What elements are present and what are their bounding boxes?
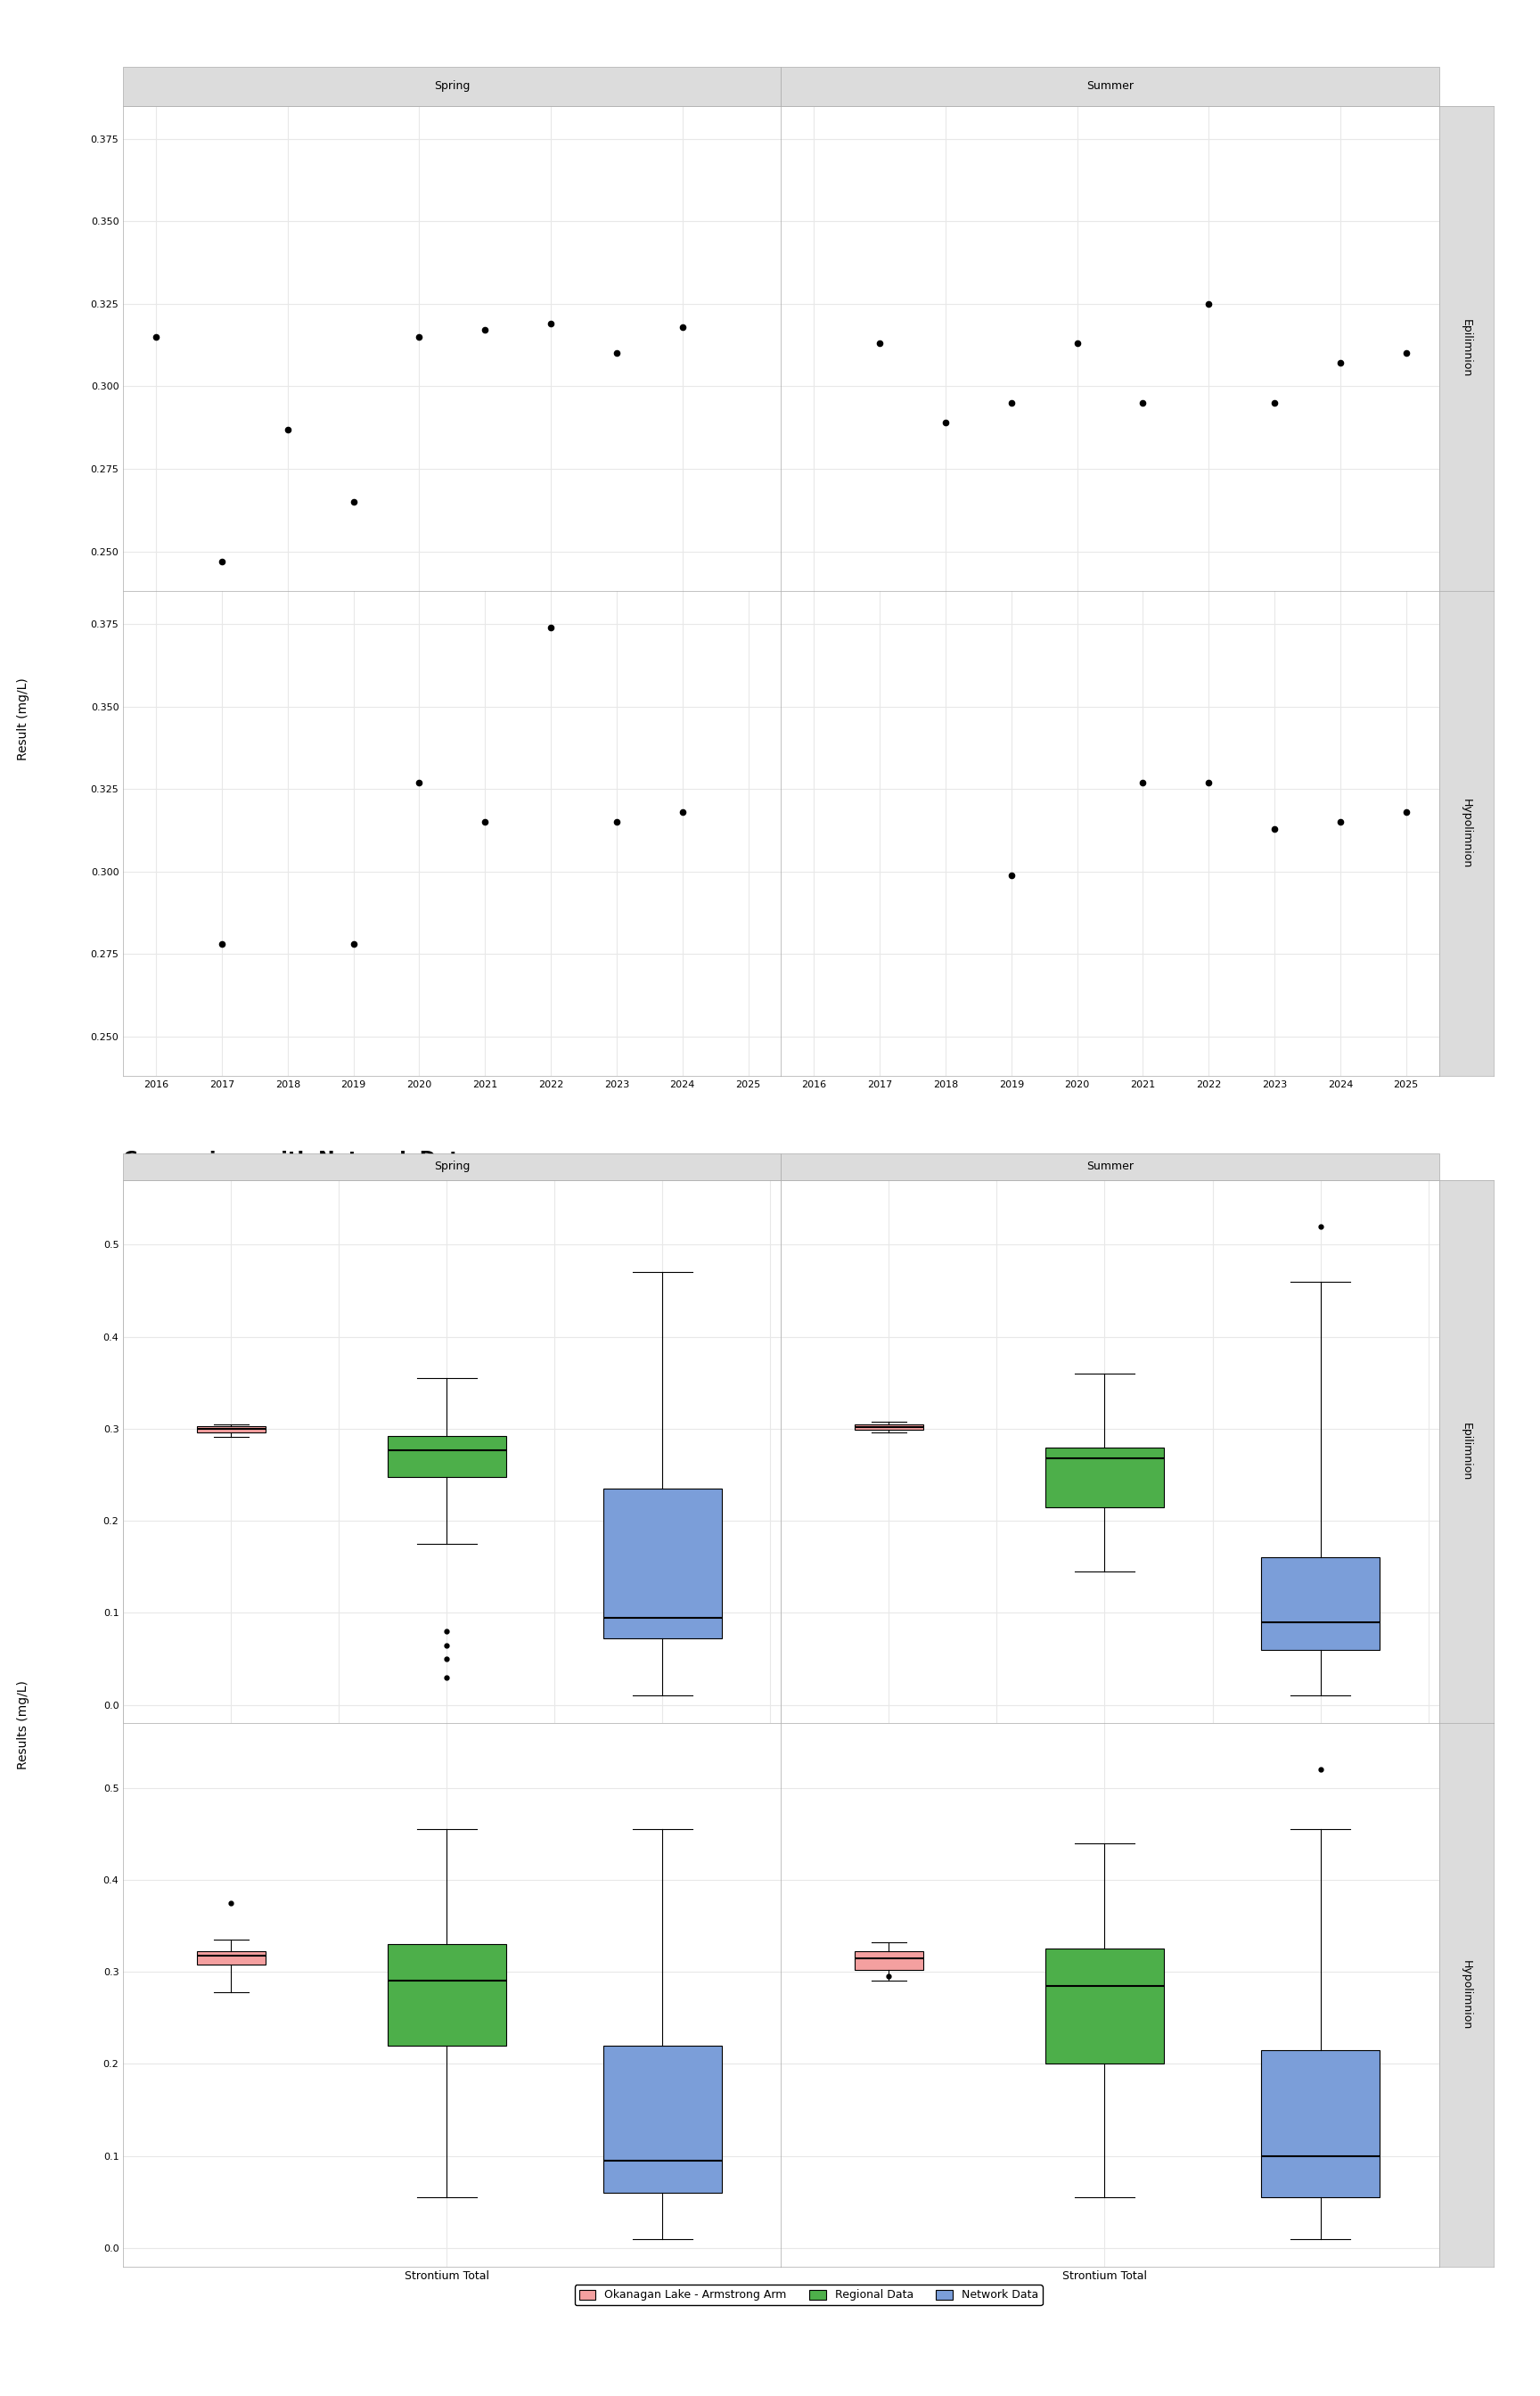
Text: Summer: Summer — [1086, 81, 1133, 91]
Text: Results (mg/L): Results (mg/L) — [17, 1680, 29, 1771]
Text: Spring: Spring — [434, 1162, 470, 1172]
Point — [407, 319, 431, 357]
Text: Summer: Summer — [1086, 1162, 1133, 1172]
PathPatch shape — [1261, 1557, 1380, 1651]
PathPatch shape — [1046, 1948, 1164, 2063]
Bar — [781, 1152, 1438, 1181]
Point — [670, 307, 695, 345]
Text: Epilimnion: Epilimnion — [1460, 1423, 1472, 1481]
PathPatch shape — [604, 1488, 722, 1639]
Point — [407, 764, 431, 803]
Text: Spring: Spring — [434, 81, 470, 91]
Point — [999, 383, 1024, 422]
PathPatch shape — [197, 1426, 265, 1433]
Point — [1130, 383, 1155, 422]
Text: Hypolimnion: Hypolimnion — [1460, 798, 1472, 867]
Point — [1064, 323, 1089, 362]
Point — [1394, 793, 1418, 831]
Point — [1130, 764, 1155, 803]
Point — [539, 304, 564, 343]
Point — [342, 482, 367, 520]
Legend: Okanagan Lake - Armstrong Arm, Regional Data, Network Data: Okanagan Lake - Armstrong Arm, Regional … — [574, 2286, 1043, 2305]
Point — [539, 609, 564, 647]
Bar — [123, 1152, 781, 1181]
PathPatch shape — [388, 1435, 507, 1476]
Point — [604, 803, 628, 841]
PathPatch shape — [1261, 2051, 1380, 2197]
Point — [209, 925, 234, 963]
Point — [209, 541, 234, 580]
Point — [604, 333, 628, 371]
Bar — [781, 67, 1438, 105]
Point — [1263, 383, 1287, 422]
PathPatch shape — [855, 1953, 924, 1970]
Point — [276, 410, 300, 448]
Point — [933, 403, 958, 441]
PathPatch shape — [1046, 1447, 1164, 1507]
Point — [867, 323, 892, 362]
Point — [1327, 803, 1352, 841]
Point — [1197, 285, 1221, 323]
PathPatch shape — [197, 1953, 265, 1965]
PathPatch shape — [604, 2046, 722, 2192]
Text: Epilimnion: Epilimnion — [1460, 319, 1472, 379]
Point — [342, 925, 367, 963]
PathPatch shape — [855, 1423, 924, 1430]
Point — [1394, 333, 1418, 371]
Text: Hypolimnion: Hypolimnion — [1460, 1960, 1472, 2029]
PathPatch shape — [388, 1943, 507, 2046]
Text: Comparison with Network Data: Comparison with Network Data — [123, 1150, 473, 1169]
Point — [143, 319, 168, 357]
Point — [473, 311, 497, 350]
Point — [670, 793, 695, 831]
Text: Strontium Total: Strontium Total — [123, 77, 297, 93]
Text: Result (mg/L): Result (mg/L) — [17, 678, 29, 760]
Bar — [123, 67, 781, 105]
Point — [1263, 810, 1287, 848]
Point — [1197, 764, 1221, 803]
Point — [473, 803, 497, 841]
Point — [1327, 345, 1352, 383]
Point — [999, 855, 1024, 894]
